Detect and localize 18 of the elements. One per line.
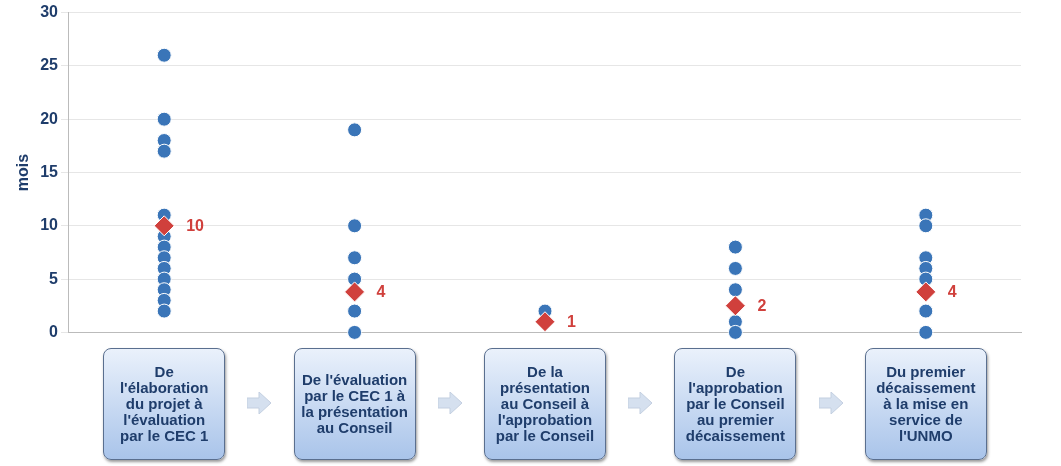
y-tick-label: 15 — [40, 162, 59, 180]
data-label: 2 — [757, 297, 767, 315]
x-tick-label: De l'évaluation par le CEC 1 à la présentation au Conseil — [293, 348, 416, 460]
x-tick-label: Du premier décaissement à la mise en service de l'UNMO — [864, 348, 987, 460]
y-axis-title: mois — [14, 153, 32, 192]
data-label: 10 — [186, 217, 205, 235]
x-tick-label: De l'approbation par le Conseil au premier décaissement — [674, 348, 797, 460]
x-tick-label: De l'élaboration du projet à l'évaluation par le CEC 1 — [103, 348, 226, 460]
y-tick-label: 20 — [40, 109, 59, 127]
y-tick-label: 0 — [49, 322, 59, 340]
data-label: 1 — [567, 313, 576, 331]
y-tick-label: 30 — [40, 3, 59, 21]
y-tick-label: 5 — [49, 269, 59, 287]
data-label: 4 — [947, 283, 957, 301]
data-label: 4 — [376, 283, 386, 301]
y-tick-label: 10 — [40, 216, 59, 234]
y-tick-label: 25 — [40, 56, 59, 74]
x-tick-label: De la présentation au Conseil à l'approbation par le Conseil — [483, 348, 606, 460]
